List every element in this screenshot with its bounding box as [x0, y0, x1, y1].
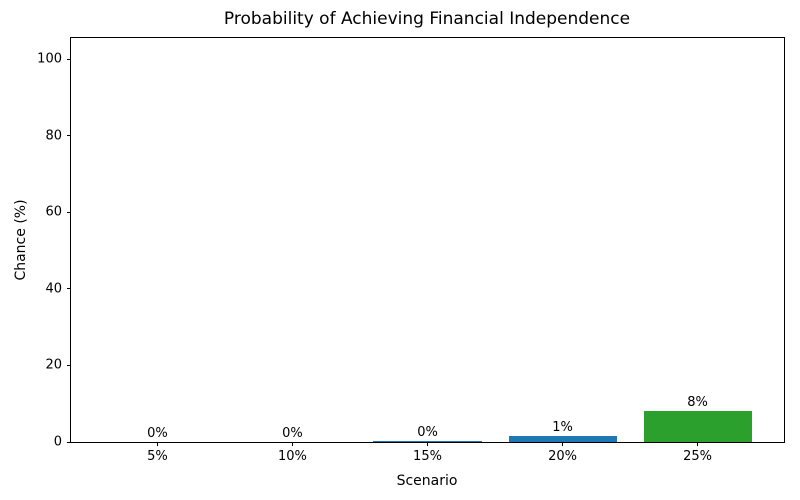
bar: [373, 440, 482, 442]
x-tick-mark: [291, 442, 293, 446]
y-tick-label: 20: [45, 357, 62, 373]
y-tick-label: 60: [45, 204, 62, 220]
y-tick-mark: [67, 364, 71, 366]
x-tick-mark: [156, 442, 158, 446]
x-axis-label: Scenario: [396, 473, 458, 489]
y-tick-label: 80: [45, 128, 62, 144]
x-tick-label: 15%: [413, 449, 442, 464]
y-tick-mark: [67, 58, 71, 60]
plot-area: 0 20 40 60 80 100 5% 0% 10% 0% 15% 0% 20% 1% 25% 8%: [37, 37, 785, 463]
y-tick-mark: [67, 441, 71, 443]
y-tick-mark: [67, 135, 71, 137]
chart-title: Probability of Achieving Financial Indep…: [223, 9, 631, 29]
x-tick-label: 20%: [548, 449, 577, 464]
y-tick-label: 100: [37, 51, 62, 67]
y-tick-label: 40: [45, 281, 62, 297]
bar: [643, 411, 752, 442]
bar-value-label: 0%: [417, 424, 438, 440]
bar-value-label: 1%: [552, 420, 573, 436]
x-tick-mark: [427, 442, 428, 446]
x-tick-label: 25%: [683, 449, 713, 464]
x-tick-mark: [562, 442, 564, 446]
bar-value-label: 0%: [147, 426, 168, 441]
y-axis-label: Chance (%): [13, 199, 29, 281]
y-tick-mark: [67, 211, 71, 213]
y-tick-mark: [67, 288, 71, 290]
x-tick-label: 5%: [147, 449, 168, 464]
bar-value-label: 0%: [282, 426, 303, 441]
bar-value-label: 8%: [687, 395, 708, 411]
bar: [508, 436, 617, 442]
x-tick-label: 10%: [278, 449, 307, 464]
y-tick-label: 0: [53, 434, 62, 450]
x-tick-mark: [697, 442, 699, 446]
